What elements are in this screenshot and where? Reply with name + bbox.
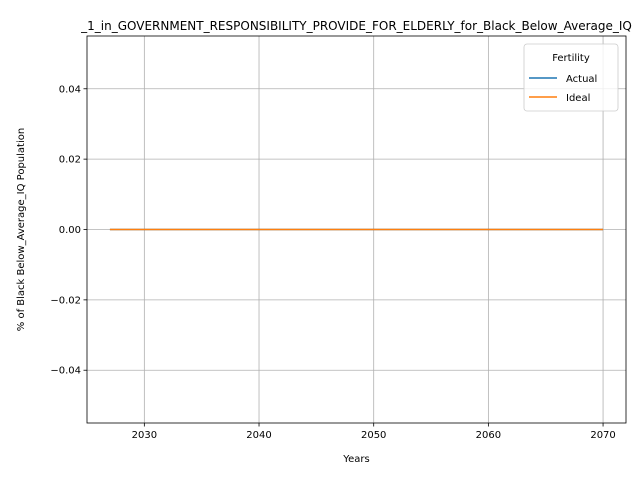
- x-tick-label: 2040: [246, 430, 271, 441]
- y-tick-label: 0.02: [59, 155, 81, 166]
- x-tick-label: 2060: [476, 430, 501, 441]
- legend-box: [523, 43, 619, 112]
- y-tick-label: 0.00: [59, 225, 81, 236]
- y-tick-label: 0.04: [59, 84, 81, 95]
- y-axis-label: % of Black Below_Average_IQ Population: [16, 128, 27, 331]
- y-axis-ticks: −0.04 −0.02 0.00 0.02 0.04: [50, 84, 87, 377]
- legend: Fertility Actual Ideal: [523, 43, 619, 112]
- x-tick-label: 2050: [361, 430, 386, 441]
- x-axis-ticks: 2030 2040 2050 2060 2070: [132, 423, 616, 441]
- x-axis-label: Years: [342, 454, 369, 465]
- chart-title: _1_in_GOVERNMENT_RESPONSIBILITY_PROVIDE_…: [80, 19, 632, 33]
- y-tick-label: −0.02: [50, 295, 81, 306]
- legend-label-actual: Actual: [566, 74, 597, 85]
- legend-label-ideal: Ideal: [566, 93, 590, 104]
- y-tick-label: −0.04: [50, 366, 81, 377]
- legend-title: Fertility: [552, 53, 590, 64]
- x-tick-label: 2030: [132, 430, 157, 441]
- x-tick-label: 2070: [590, 430, 615, 441]
